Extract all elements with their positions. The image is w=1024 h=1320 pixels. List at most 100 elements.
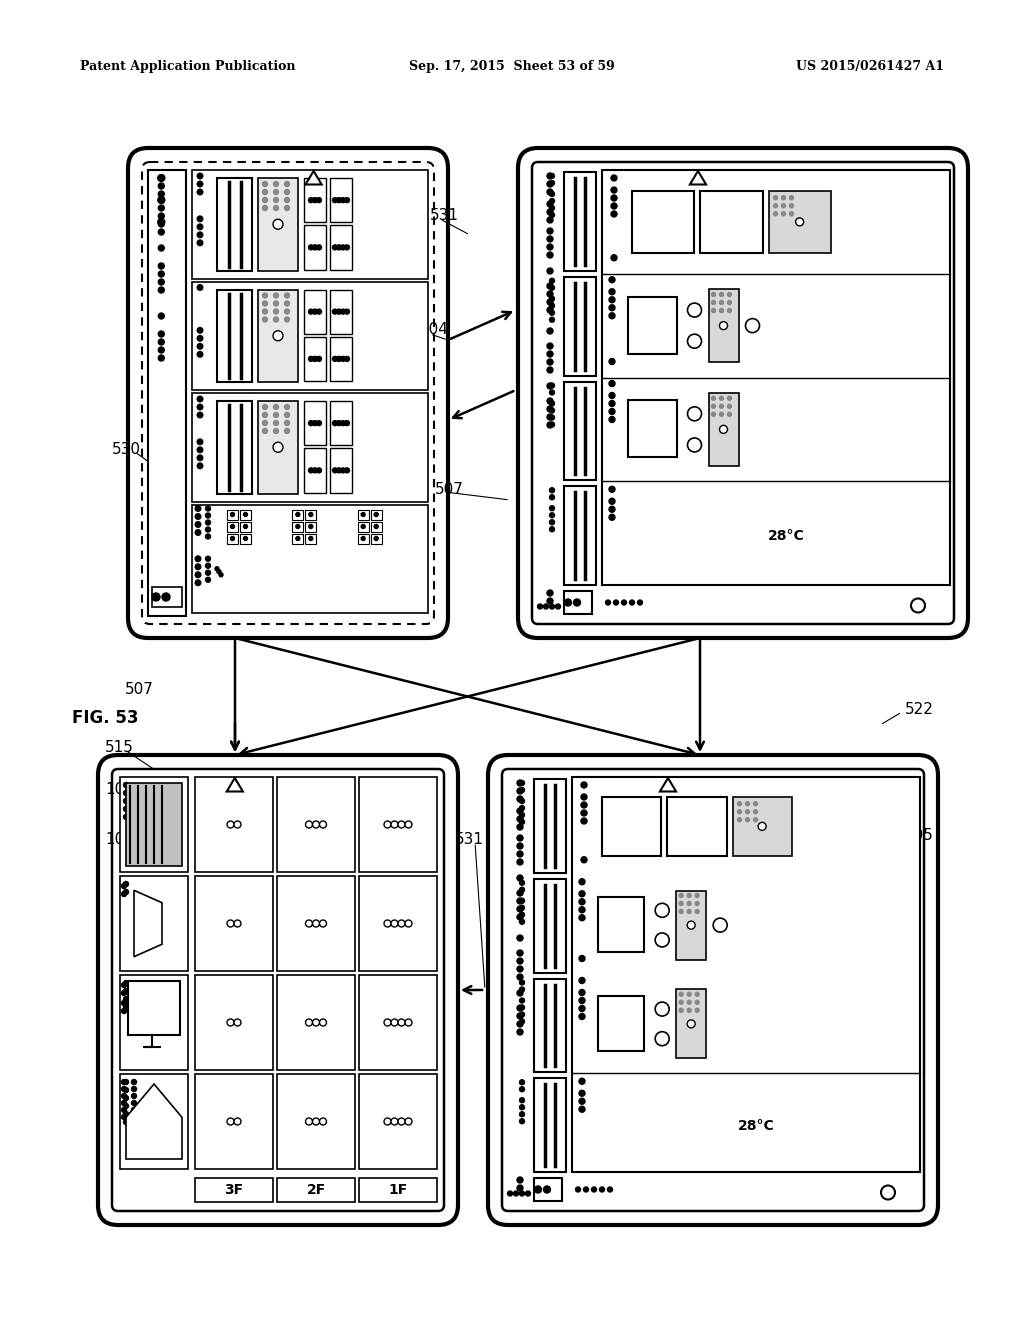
- Circle shape: [609, 498, 615, 504]
- Circle shape: [384, 821, 391, 828]
- Circle shape: [519, 1012, 524, 1016]
- Circle shape: [227, 920, 234, 927]
- Circle shape: [273, 181, 279, 186]
- Circle shape: [737, 809, 741, 813]
- Circle shape: [519, 906, 524, 911]
- Circle shape: [547, 268, 553, 275]
- Circle shape: [727, 293, 731, 297]
- Circle shape: [316, 467, 322, 473]
- Circle shape: [124, 1080, 128, 1085]
- Circle shape: [538, 605, 543, 609]
- Bar: [304, 178, 326, 222]
- Circle shape: [196, 513, 201, 519]
- Circle shape: [781, 203, 785, 207]
- Text: 508: 508: [885, 483, 913, 498]
- Bar: [330, 289, 352, 334]
- Circle shape: [198, 173, 203, 178]
- Circle shape: [547, 590, 553, 597]
- Circle shape: [308, 198, 313, 203]
- Circle shape: [319, 1118, 327, 1125]
- Circle shape: [124, 1096, 128, 1101]
- Circle shape: [687, 894, 691, 898]
- Circle shape: [519, 1191, 524, 1196]
- Polygon shape: [226, 777, 243, 792]
- Bar: [357, 521, 369, 532]
- Circle shape: [312, 1118, 319, 1125]
- Circle shape: [285, 421, 290, 425]
- Circle shape: [579, 990, 585, 995]
- Circle shape: [312, 421, 317, 425]
- Bar: [278, 777, 355, 873]
- Circle shape: [547, 173, 553, 180]
- Polygon shape: [690, 172, 707, 185]
- Circle shape: [398, 821, 406, 828]
- Circle shape: [344, 421, 349, 425]
- Circle shape: [319, 1019, 327, 1026]
- FancyBboxPatch shape: [532, 162, 954, 624]
- Circle shape: [547, 244, 553, 249]
- Circle shape: [547, 290, 553, 297]
- Circle shape: [158, 197, 165, 203]
- Circle shape: [337, 356, 341, 362]
- Circle shape: [198, 285, 203, 290]
- Bar: [330, 401, 352, 445]
- Circle shape: [273, 404, 279, 409]
- Circle shape: [550, 389, 555, 395]
- Circle shape: [609, 400, 615, 407]
- Circle shape: [341, 356, 345, 362]
- Circle shape: [337, 467, 341, 473]
- Circle shape: [234, 1118, 241, 1125]
- Circle shape: [581, 857, 587, 863]
- Circle shape: [737, 801, 741, 805]
- Circle shape: [196, 579, 201, 586]
- Circle shape: [391, 821, 398, 828]
- Circle shape: [344, 309, 349, 314]
- Text: 504: 504: [420, 322, 449, 338]
- Bar: [602, 797, 662, 855]
- Circle shape: [579, 1078, 585, 1084]
- Circle shape: [579, 899, 585, 904]
- Circle shape: [712, 309, 716, 313]
- Circle shape: [361, 524, 366, 528]
- Circle shape: [159, 183, 164, 189]
- Circle shape: [535, 1185, 542, 1193]
- Circle shape: [547, 252, 553, 257]
- Circle shape: [550, 296, 555, 301]
- Circle shape: [333, 309, 338, 314]
- Circle shape: [517, 780, 523, 785]
- Circle shape: [312, 467, 317, 473]
- Circle shape: [687, 438, 701, 451]
- Circle shape: [745, 809, 750, 813]
- Bar: [258, 401, 298, 494]
- Circle shape: [519, 898, 524, 903]
- Circle shape: [579, 998, 585, 1003]
- Bar: [564, 591, 592, 614]
- Circle shape: [230, 524, 234, 528]
- Circle shape: [124, 989, 128, 994]
- FancyBboxPatch shape: [142, 162, 434, 624]
- Circle shape: [547, 351, 553, 356]
- Circle shape: [519, 1098, 524, 1102]
- Bar: [534, 1177, 562, 1201]
- Circle shape: [911, 598, 925, 612]
- Circle shape: [517, 935, 523, 941]
- Circle shape: [398, 920, 406, 927]
- Circle shape: [679, 894, 683, 898]
- Circle shape: [687, 921, 695, 929]
- Circle shape: [312, 356, 317, 362]
- Circle shape: [550, 310, 555, 315]
- FancyBboxPatch shape: [488, 755, 938, 1225]
- Circle shape: [550, 173, 555, 178]
- Circle shape: [273, 412, 279, 417]
- Circle shape: [727, 404, 731, 408]
- Circle shape: [519, 820, 524, 825]
- Circle shape: [564, 599, 571, 606]
- Circle shape: [579, 879, 585, 884]
- Circle shape: [198, 447, 203, 453]
- Circle shape: [296, 512, 300, 516]
- Bar: [564, 381, 596, 480]
- Circle shape: [196, 564, 201, 569]
- Bar: [676, 989, 707, 1059]
- Circle shape: [406, 1019, 412, 1026]
- Circle shape: [316, 309, 322, 314]
